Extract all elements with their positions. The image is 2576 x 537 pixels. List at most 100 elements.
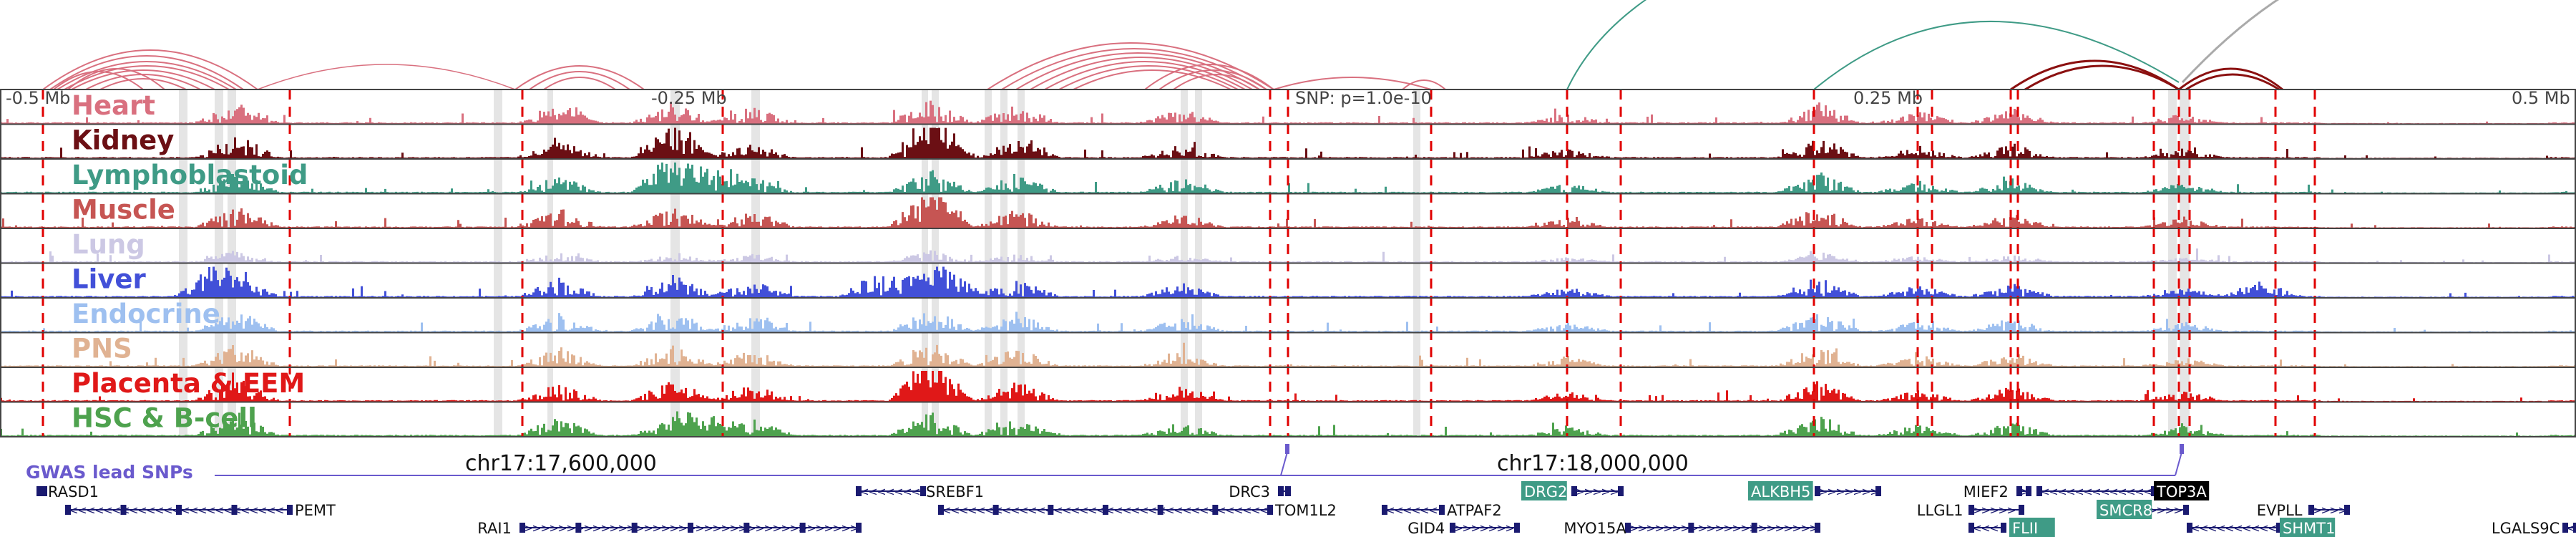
strand-arrow: >: [1732, 521, 1741, 535]
strand-arrow: >: [532, 521, 541, 535]
gene-label: LGALS9C: [2492, 520, 2560, 537]
strand-arrow: <: [885, 485, 894, 498]
gene-lgals9c: <LGALS9C: [2492, 520, 2576, 537]
gene-exon: [688, 523, 693, 533]
gene-exon: [2276, 523, 2282, 533]
gene-label-highlight: [1748, 481, 1813, 500]
strand-arrow: <: [2092, 485, 2101, 498]
strand-arrow: <: [967, 503, 977, 517]
gene-exon: [1815, 486, 1820, 496]
arc-heart-e: [1273, 77, 1432, 90]
strand-arrow: >: [1757, 521, 1767, 535]
gene-label: ALKBH5: [1751, 483, 1810, 500]
strand-arrow: <: [1070, 503, 1080, 517]
signal-4: [0, 248, 2576, 263]
strand-arrow: <: [1385, 503, 1395, 517]
arc-heart-a2: [57, 61, 237, 90]
strand-arrow: >: [1775, 521, 1784, 535]
gene-label-highlight: [2154, 481, 2210, 500]
strand-arrow: <: [911, 485, 920, 498]
strand-arrow: <: [2216, 521, 2225, 535]
strand-arrow: >: [703, 521, 713, 535]
strand-arrow: >: [1453, 521, 1463, 535]
strand-arrow: <: [2117, 485, 2127, 498]
strand-arrow: >: [2312, 503, 2321, 517]
gene-myo15a: >>>>>>>>>>>>>>>>>>>>>>MYO15A: [1563, 520, 1820, 537]
gene-exon: [2187, 523, 2192, 533]
strand-arrow: <: [112, 503, 121, 517]
strand-arrow: >: [2006, 503, 2016, 517]
strand-arrow: >: [1783, 521, 1792, 535]
strand-arrow: <: [894, 485, 903, 498]
strand-arrow: <: [163, 503, 172, 517]
gene-label: EVPLL: [2257, 502, 2303, 519]
strand-arrow: >: [1800, 521, 1810, 535]
strand-arrow: >: [1575, 485, 1584, 498]
gene-exon: [2308, 505, 2314, 515]
gene-exon: [2562, 523, 2568, 533]
strand-arrow: <: [2225, 521, 2234, 535]
gene-exon: [1815, 523, 1820, 533]
strand-arrow: <: [2199, 521, 2208, 535]
gene-exon: [856, 486, 862, 496]
strand-arrow: >: [841, 521, 850, 535]
strand-arrow: <: [189, 503, 198, 517]
strand-arrow: >: [1462, 521, 1471, 535]
strand-arrow: >: [712, 521, 721, 535]
strand-arrow: <: [859, 485, 869, 498]
strand-arrow: <: [2259, 521, 2268, 535]
arc-heart-a8: [67, 68, 165, 90]
strand-arrow: >: [557, 521, 567, 535]
strand-arrow: <: [985, 503, 994, 517]
gene-label: FLII: [2012, 520, 2038, 537]
strand-arrow: <: [2233, 521, 2243, 535]
coord-left: chr17:17,600,000: [465, 451, 657, 476]
gene-label-highlight: [2009, 518, 2055, 537]
gene-exon: [1267, 505, 1273, 515]
track-label-4: Lung: [72, 229, 145, 260]
strand-arrow: <: [94, 503, 104, 517]
strand-arrow: >: [609, 521, 618, 535]
strand-arrow: <: [942, 503, 951, 517]
scale-tick-minus-0-5: -0.5 Mb: [6, 88, 70, 108]
gene-exon: [1968, 523, 1974, 533]
arc-heart-d2: [1015, 52, 1260, 90]
gene-gid4: >>>>>>>GID4: [1407, 520, 1520, 537]
arc-heart-d9: [1173, 74, 1260, 90]
gene-exon: [2001, 523, 2006, 533]
strand-arrow: >: [1853, 485, 1862, 498]
strand-arrow: >: [566, 521, 575, 535]
strand-arrow: >: [832, 521, 841, 535]
strand-arrow: <: [1225, 503, 1234, 517]
strand-arrow: <: [1981, 521, 1990, 535]
arc-heart-d1: [1001, 48, 1267, 90]
arc-heart-d4: [1044, 61, 1246, 90]
signal-7: [0, 342, 2576, 367]
gene-exon: [1875, 486, 1881, 496]
gene-exon: [1278, 486, 1284, 496]
track-label-9: HSC & B-cell: [72, 403, 257, 434]
strand-arrow: >: [1723, 521, 1732, 535]
gene-exon: [42, 486, 47, 496]
gene-label: RAI1: [477, 520, 512, 537]
strand-arrow: <: [1053, 503, 1063, 517]
arc-kidney-3: [2185, 73, 2280, 91]
strand-arrow: >: [523, 521, 532, 535]
strand-arrow: <: [877, 485, 886, 498]
strand-arrow: >: [1844, 485, 1853, 498]
strand-arrow: >: [729, 521, 738, 535]
gene-label: SMCR8: [2099, 502, 2152, 519]
strand-arrow: <: [77, 503, 87, 517]
strand-arrow: >: [583, 521, 592, 535]
gene-exon: [1103, 505, 1108, 515]
strand-arrow: <: [868, 485, 877, 498]
gwas-track: GWAS lead SNPs chr17:17,600,000 chr17:18…: [26, 444, 2184, 483]
gene-tom1l2: <<<<<<<<<<<<<<<<<<<<<<<<<<<<<<<<<<<<<<TO…: [938, 502, 1337, 519]
strand-arrow: <: [69, 503, 78, 517]
strand-arrow: >: [618, 521, 627, 535]
gene-exon: [1625, 523, 1631, 533]
strand-arrow: <: [2083, 485, 2092, 498]
strand-arrow: <: [1259, 503, 1269, 517]
arc-heart-d5: [1058, 65, 1239, 90]
strand-arrow: <: [1402, 503, 1412, 517]
